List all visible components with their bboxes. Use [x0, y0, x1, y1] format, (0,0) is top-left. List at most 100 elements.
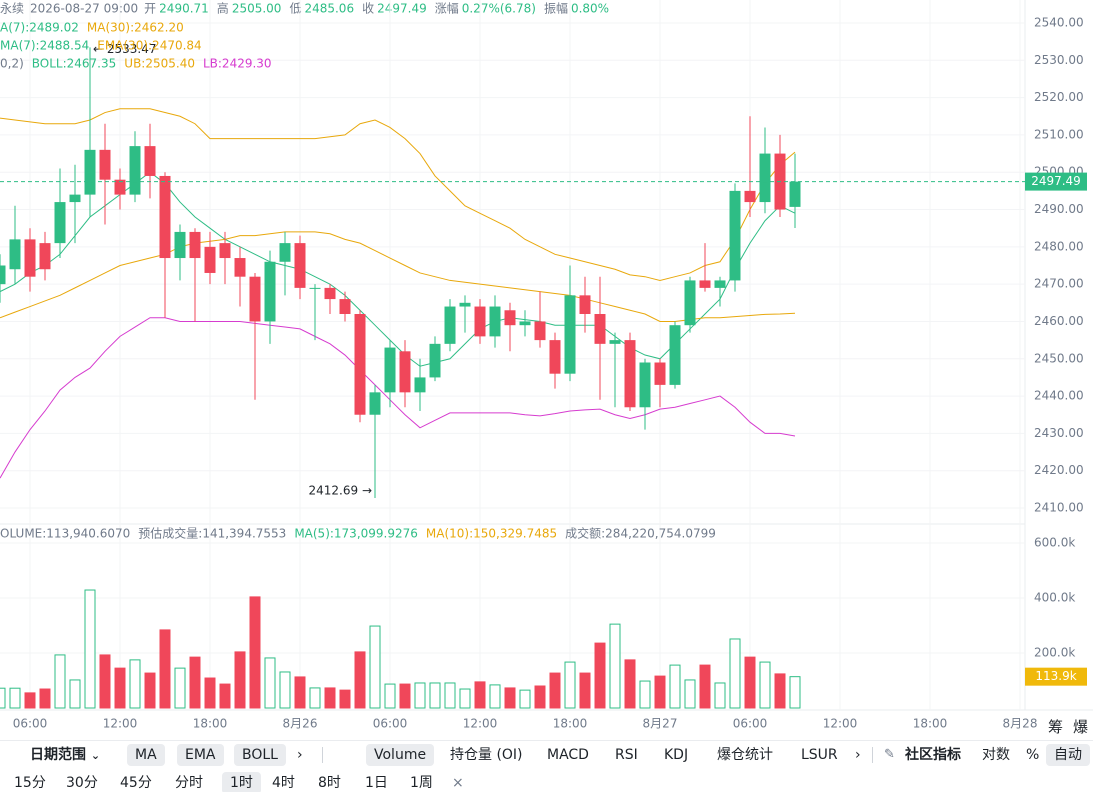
- volume-bar: [759, 661, 771, 709]
- volume-bar: [249, 596, 261, 709]
- indicator-line: [0, 317, 796, 479]
- candle-body: [504, 310, 516, 326]
- edit-icon[interactable]: ✎: [884, 747, 895, 762]
- side-button[interactable]: 筹: [1048, 718, 1064, 736]
- candle-body: [519, 321, 531, 326]
- info-text: 预估成交量:141,394.7553: [138, 526, 286, 541]
- candle-body: [249, 276, 261, 322]
- sub-indicator[interactable]: RSI: [615, 747, 638, 763]
- close-button[interactable]: ×: [452, 775, 464, 791]
- x-tick-label: 18:00: [913, 717, 948, 731]
- volume-bar: [489, 684, 501, 709]
- volume-bar: [24, 692, 36, 709]
- side-button[interactable]: 爆: [1073, 718, 1089, 736]
- candle-body: [309, 287, 321, 289]
- volume-bar: [504, 687, 516, 709]
- interval-button[interactable]: 4时: [272, 775, 295, 791]
- candle-body: [189, 231, 201, 259]
- candle-body: [294, 243, 306, 288]
- info-text: 成交额:284,220,754.0799: [565, 526, 716, 541]
- sub-indicator[interactable]: 爆仓统计: [717, 747, 773, 763]
- candle-body: [429, 343, 441, 378]
- indicator[interactable]: BOLL: [234, 744, 286, 766]
- interval-button[interactable]: 30分: [66, 775, 98, 791]
- y-tick-label: 2460.00: [1034, 314, 1084, 328]
- date-range-label: 日期范围: [30, 747, 86, 763]
- candle-body: [669, 325, 681, 385]
- info-text: 涨幅: [435, 1, 459, 16]
- percent-toggle[interactable]: %: [1026, 747, 1040, 763]
- sub-indicator[interactable]: LSUR: [801, 747, 838, 763]
- indicator-line: [0, 108, 796, 281]
- info-text: MA(10):150,329.7485: [426, 527, 557, 541]
- interval-button[interactable]: 1日: [365, 775, 388, 791]
- x-tick-label: 06:00: [13, 717, 48, 731]
- toolbar-divider: [0, 740, 1093, 741]
- info-text: 高: [217, 1, 229, 16]
- candle-body: [144, 146, 156, 176]
- candle-body: [174, 231, 186, 259]
- volume-bar: [399, 683, 411, 709]
- auto-toggle[interactable]: 自动: [1046, 744, 1090, 766]
- high-annotation: ← 2533.47: [93, 42, 157, 56]
- info-text: 2505.00: [232, 2, 282, 16]
- candle-body: [114, 179, 126, 195]
- more-arrow[interactable]: ›: [297, 747, 303, 763]
- candle-body: [444, 306, 456, 344]
- info-text: MA(7):2488.54: [0, 39, 89, 53]
- volume-bar: [474, 681, 486, 709]
- x-tick-label: 12:00: [463, 717, 498, 731]
- candle-body: [714, 280, 726, 288]
- candle-body: [579, 295, 591, 314]
- volume-bar: [219, 683, 231, 709]
- interval-button[interactable]: 1周: [410, 775, 433, 791]
- candle-body: [324, 287, 336, 300]
- y-tick-label: 2450.00: [1034, 351, 1084, 365]
- candle-body: [159, 175, 171, 259]
- candle-body: [384, 347, 396, 393]
- volume-bar: [264, 657, 276, 709]
- interval-button[interactable]: 45分: [120, 775, 152, 791]
- candle-body: [744, 190, 756, 203]
- info-text: 开: [144, 2, 156, 16]
- info-text: 0,2): [0, 57, 24, 71]
- indicator[interactable]: MA: [127, 744, 165, 766]
- candle-body: [234, 258, 246, 277]
- candle-body: [414, 377, 426, 393]
- info-text: OLUME:113,940.6070: [0, 527, 130, 541]
- volume-bar: [279, 671, 291, 709]
- candle-body: [684, 280, 696, 326]
- log-toggle[interactable]: 对数: [982, 747, 1010, 763]
- interval-button[interactable]: 8时: [318, 775, 341, 791]
- sub-indicator[interactable]: MACD: [547, 747, 589, 763]
- info-text: 收: [362, 2, 374, 16]
- info-text: 低: [289, 2, 301, 16]
- x-tick-label: 12:00: [103, 717, 138, 731]
- candle-body: [354, 314, 366, 415]
- candle-body: [264, 261, 276, 322]
- indicator[interactable]: EMA: [177, 744, 224, 766]
- divider: [322, 747, 323, 763]
- volume-bar: [54, 654, 66, 709]
- x-tick-label: 12:00: [823, 717, 858, 731]
- sub-indicator[interactable]: Volume: [366, 744, 435, 766]
- date-range[interactable]: 日期范围 ⌄: [30, 744, 100, 767]
- info-text: 永续: [0, 2, 24, 16]
- volume-bar: [174, 667, 186, 709]
- sub-indicator[interactable]: KDJ: [664, 747, 689, 763]
- volume-bar: [594, 642, 606, 709]
- volume-bar: [684, 679, 696, 709]
- interval-button[interactable]: 1时: [222, 772, 261, 792]
- volume-bar: [654, 675, 666, 709]
- sub-indicator[interactable]: 持仓量 (OI): [450, 747, 523, 763]
- candle-body: [279, 243, 291, 262]
- interval-button[interactable]: 分时: [175, 775, 203, 791]
- candle-body: [609, 340, 621, 344]
- more-arrow[interactable]: ›: [855, 747, 861, 763]
- candle-body: [69, 194, 81, 203]
- interval-button[interactable]: 15分: [14, 775, 46, 791]
- volume-bar: [519, 689, 531, 709]
- volume-label-box: [1025, 667, 1087, 686]
- community-indicators[interactable]: 社区指标: [905, 747, 961, 763]
- volume-bar: [789, 676, 801, 709]
